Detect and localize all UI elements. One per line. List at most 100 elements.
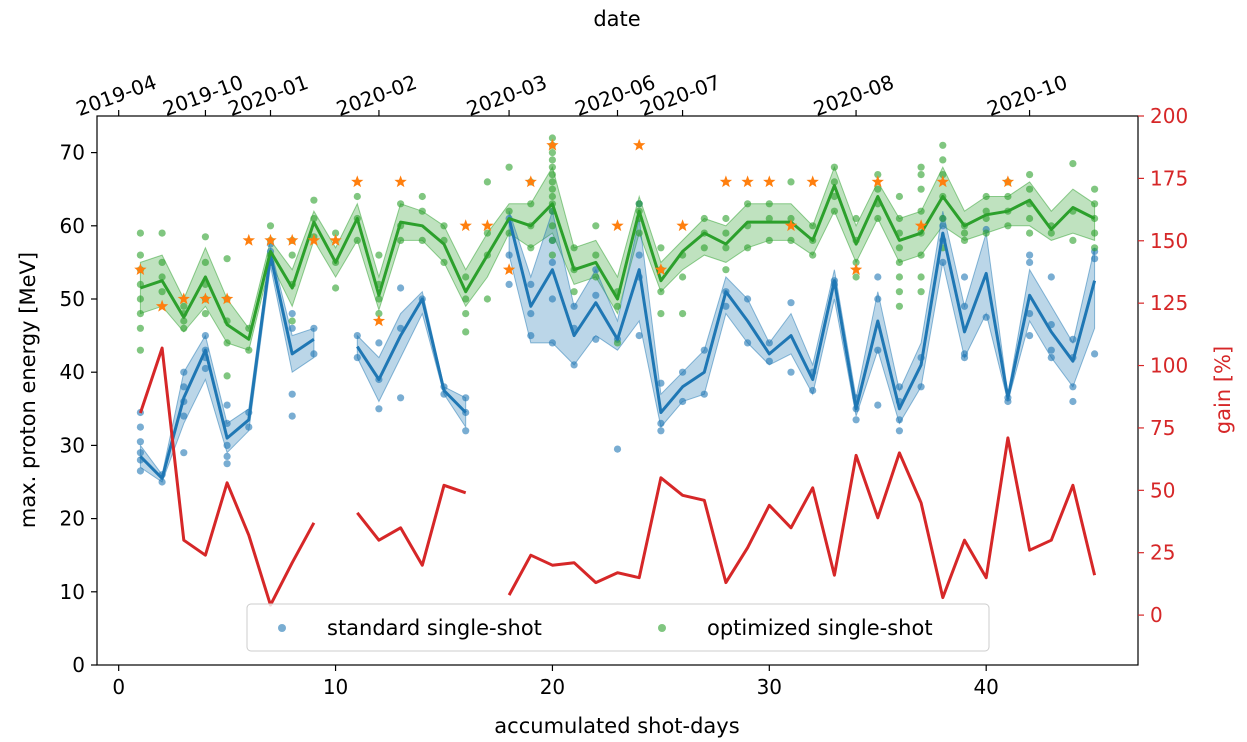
point-standard-95 [874,273,882,281]
point-optimized-167 [1004,222,1012,230]
point-optimized-74 [548,236,557,244]
legend-box [246,603,990,652]
point-optimized-92 [592,222,600,230]
point-optimized-125 [809,222,817,230]
line-standard-1 [356,297,467,414]
y-tick-label-5: 50 [60,287,85,311]
point-optimized-13 [180,317,188,325]
point-standard-114 [1026,332,1034,340]
line-optimized-0 [139,184,1096,341]
point-standard-29 [288,324,296,332]
point-standard-116 [1026,258,1034,266]
point-standard-47 [505,280,513,288]
point-standard-31 [310,350,318,358]
point-optimized-15 [180,302,188,310]
point-standard-53 [548,339,557,347]
point-standard-76 [700,346,708,354]
star-marker-12 [394,175,407,188]
y-tick-label-2: 20 [60,507,85,531]
y2-tick-label-7: 175 [1150,166,1188,190]
point-optimized-146 [917,288,925,296]
point-standard-32 [310,324,318,332]
point-optimized-144 [895,214,904,223]
point-optimized-65 [483,178,491,186]
point-optimized-86 [548,134,557,142]
point-optimized-171 [1026,229,1034,237]
point-optimized-49 [397,236,405,244]
y2-tick-label-6: 150 [1150,229,1188,253]
point-optimized-32 [288,317,296,325]
point-optimized-169 [1004,192,1012,201]
point-standard-93 [874,346,882,354]
point-optimized-11 [158,229,166,237]
x-tick-label-2: 20 [540,675,565,699]
point-standard-52 [527,280,535,288]
point-optimized-73 [548,251,557,259]
point-standard-96 [895,427,904,435]
point-optimized-184 [1091,200,1099,208]
x-axis-label: accumulated shot-days [494,714,739,738]
point-standard-40 [397,284,405,292]
point-optimized-46 [375,295,383,303]
point-optimized-20 [201,233,209,241]
point-standard-4 [136,423,144,431]
point-optimized-117 [765,236,773,244]
point-optimized-93 [613,339,622,347]
point-optimized-78 [548,192,557,201]
point-optimized-84 [548,149,557,157]
point-standard-34 [353,332,361,340]
point-optimized-174 [1026,185,1034,193]
point-standard-16 [201,332,209,340]
point-optimized-116 [744,200,752,208]
legend-marker-standard [278,624,286,632]
point-standard-94 [874,295,882,303]
point-optimized-68 [505,163,513,171]
point-optimized-91 [592,251,600,259]
point-optimized-100 [657,310,665,318]
point-optimized-38 [310,196,318,204]
point-optimized-83 [548,156,557,164]
point-optimized-16 [201,310,209,318]
point-optimized-26 [245,346,253,354]
y-tick-label-7: 70 [60,141,85,165]
point-standard-104 [939,222,947,230]
line-gain-0 [138,346,316,607]
top-tick-label-7: 2020-08 [810,70,897,121]
point-standard-9 [180,412,188,420]
point-optimized-112 [722,229,730,237]
point-optimized-139 [895,288,904,296]
point-optimized-79 [548,185,557,193]
point-standard-85 [809,386,817,395]
star-marker-11 [372,314,386,327]
point-optimized-110 [722,266,730,274]
point-optimized-114 [744,244,752,252]
legend: standard single-shot optimized single-sh… [246,603,990,652]
point-optimized-141 [895,258,904,266]
point-optimized-151 [917,185,925,193]
point-standard-74 [679,368,687,376]
star-marker-9 [329,233,342,246]
point-standard-99 [895,383,904,391]
star-marker-24 [763,175,776,188]
point-optimized-181 [1091,244,1099,252]
legend-label-optimized: optimized single-shot [707,616,933,640]
point-optimized-34 [288,251,296,259]
point-optimized-175 [1026,171,1034,179]
point-optimized-129 [830,163,839,171]
point-optimized-71 [527,200,535,208]
point-standard-70 [657,427,665,435]
point-optimized-31 [266,222,275,230]
point-optimized-140 [895,273,904,281]
point-optimized-94 [613,302,622,310]
point-standard-21 [223,401,231,409]
point-optimized-111 [722,244,730,252]
y2-tick-label-2: 50 [1150,478,1175,502]
point-standard-22 [245,423,253,431]
point-optimized-185 [1091,185,1099,193]
point-optimized-101 [657,288,665,296]
point-optimized-145 [895,192,904,201]
point-optimized-39 [332,284,340,292]
point-standard-82 [765,339,773,347]
y-tick-label-4: 40 [60,360,85,384]
